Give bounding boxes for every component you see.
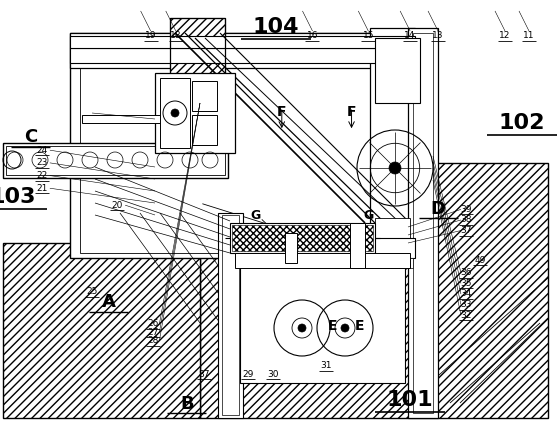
Circle shape [298,324,306,332]
Bar [192,115,217,145]
Bar [375,258,381,268]
Text: E: E [355,319,365,333]
Bar [391,258,397,268]
Text: 87: 87 [198,370,209,379]
Text: 101: 101 [387,390,434,410]
Text: 30: 30 [268,370,279,379]
Text: 33: 33 [460,300,472,309]
Text: 14: 14 [405,31,416,41]
Bar [3,143,228,178]
Bar [155,73,235,153]
Bar [330,238,415,258]
Bar [407,258,413,268]
Text: 102: 102 [498,113,545,133]
Text: C: C [24,129,37,146]
Text: D: D [431,201,445,218]
Bar [232,225,373,251]
Bar [351,258,357,268]
Bar [82,115,172,123]
Text: B: B [180,395,194,413]
Text: 22: 22 [36,171,47,180]
Bar [192,81,217,111]
Bar [359,258,365,268]
Text: 18: 18 [170,31,181,41]
Bar [170,18,225,93]
Text: 15: 15 [363,31,374,41]
Bar [6,146,225,175]
Text: 23: 23 [36,158,47,168]
Text: E: E [327,319,337,333]
Bar [170,18,225,93]
Bar [367,258,373,268]
Text: 32: 32 [460,310,472,320]
Bar [160,78,190,148]
Bar [222,215,239,415]
Bar [335,258,341,268]
Text: 37: 37 [460,226,472,235]
Text: 29: 29 [243,370,254,379]
Circle shape [389,162,401,174]
Bar [235,253,410,268]
Text: G: G [250,209,260,222]
Text: 27: 27 [148,327,159,337]
Text: 34: 34 [460,289,472,299]
Bar [370,28,415,258]
Bar [413,33,433,413]
Bar [200,163,548,418]
Bar [80,38,415,253]
Bar [230,223,375,253]
Bar [408,28,438,418]
Text: 21: 21 [36,184,47,193]
Bar [70,48,415,63]
Bar [3,243,200,418]
Text: 12: 12 [499,31,511,41]
Text: 31: 31 [321,361,332,371]
Text: 36: 36 [460,268,472,277]
Text: 28: 28 [148,336,159,345]
Text: 16: 16 [307,31,318,41]
Bar [350,223,365,268]
Text: 19: 19 [145,31,156,41]
Bar [70,33,415,258]
Text: 13: 13 [432,31,444,41]
Text: F: F [277,105,287,119]
Text: A: A [102,294,116,311]
Bar [399,258,405,268]
Text: 11: 11 [523,31,535,41]
Text: 20: 20 [112,201,123,210]
Circle shape [341,324,349,332]
Text: 24: 24 [36,146,47,155]
Text: 25: 25 [86,287,98,297]
Text: 103: 103 [0,187,36,207]
Circle shape [171,109,179,117]
Text: 104: 104 [253,17,300,38]
Bar [70,36,415,48]
Bar [383,258,389,268]
Bar [218,213,243,418]
Bar [285,233,297,263]
Text: 49: 49 [474,255,485,265]
Bar [375,218,410,253]
Text: 38: 38 [460,215,472,225]
Bar [375,38,420,103]
Bar [343,258,349,268]
Bar [240,263,405,383]
Text: 26: 26 [148,319,159,328]
Text: 39: 39 [460,205,472,214]
Text: 35: 35 [460,279,472,288]
Bar [70,33,415,68]
Text: F: F [347,105,357,119]
Text: G: G [363,209,373,222]
